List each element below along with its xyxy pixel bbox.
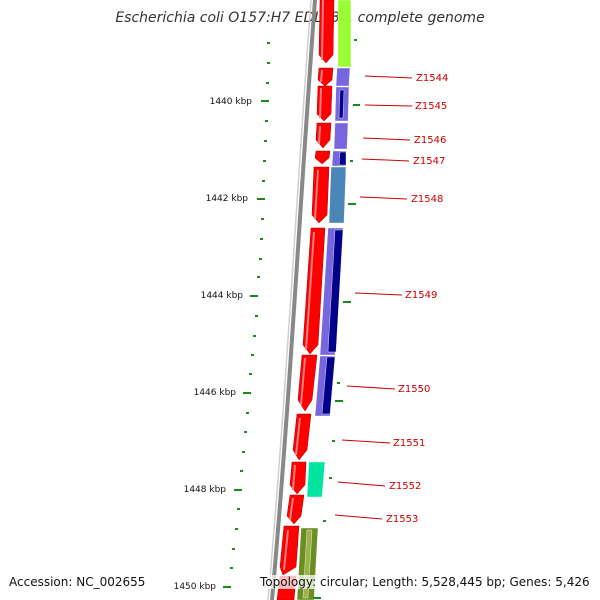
cog-block	[338, 151, 347, 166]
gene-label: Z1549	[405, 290, 437, 301]
scale-major-ticks	[223, 100, 269, 588]
label-leaders	[334, 75, 413, 520]
gene-label: Z1546	[414, 135, 446, 146]
scale-tick-label: 1442 kbp	[206, 194, 249, 204]
cds-track	[276, 0, 335, 600]
cog-block	[333, 122, 349, 150]
gene-label: Z1548	[411, 194, 443, 205]
gc-markers	[313, 39, 360, 599]
gene-label: Z1544	[416, 73, 448, 84]
accession-text: Accession: NC_002655	[9, 575, 146, 589]
genome-backbone	[270, 0, 317, 600]
gene-label: Z1553	[386, 514, 418, 525]
cog-block	[306, 461, 326, 498]
cog-block	[338, 89, 345, 119]
scale-tick-label: 1448 kbp	[184, 485, 227, 495]
cog-block	[328, 166, 347, 224]
scale-tick-label: 1440 kbp	[210, 97, 253, 107]
genome-summary-text: Topology: circular; Length: 5,528,445 bp…	[260, 575, 590, 589]
gene-label: Z1545	[415, 101, 447, 112]
map-title: Escherichia coli O157:H7 EDL933, complet…	[115, 10, 485, 26]
cog-block	[337, 0, 352, 68]
cog-block	[335, 67, 351, 87]
scale-tick-label: 1446 kbp	[194, 388, 237, 398]
cds-arrow	[314, 150, 331, 165]
gene-label: Z1547	[413, 156, 445, 167]
gene-label: Z1552	[389, 481, 421, 492]
scale-minor-ticks	[230, 42, 270, 569]
gene-label: Z1550	[398, 384, 430, 395]
cog-block	[327, 229, 344, 353]
scale-tick-label: 1444 kbp	[201, 291, 244, 301]
cds-arrow	[279, 525, 300, 576]
cds-arrow	[317, 67, 334, 87]
genome-backbone-inner	[267, 0, 312, 600]
cds-arrow	[297, 354, 318, 412]
scale-tick-label: 1450 kbp	[174, 582, 217, 592]
cds-arrow	[315, 122, 332, 149]
gene-label: Z1551	[393, 438, 425, 449]
cog-block	[321, 356, 336, 415]
